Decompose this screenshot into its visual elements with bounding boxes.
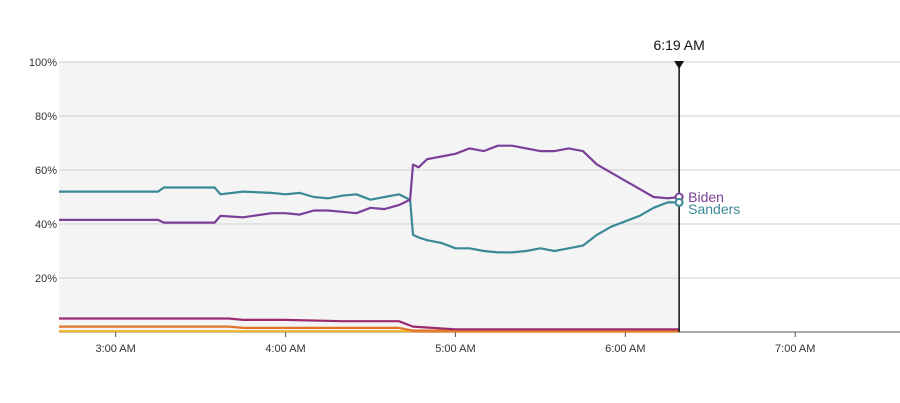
series-line-other — [59, 317, 680, 331]
series-end-marker-sanders — [674, 197, 684, 207]
y-tick-label: 100% — [29, 57, 57, 69]
series-lines — [59, 144, 680, 333]
current-time-triangle-icon — [674, 61, 685, 69]
y-tick-label: 80% — [35, 111, 57, 123]
y-tick-label: 60% — [35, 165, 57, 177]
x-tick-label: 6:00 AM — [605, 343, 645, 355]
x-axis: 3:00 AM 4:00 AM 5:00 AM 6:00 AM 7:00 AM — [59, 331, 900, 355]
series-line-sanders — [59, 186, 680, 254]
x-tick-label: 7:00 AM — [775, 343, 815, 355]
series-end-label-sanders: Sanders — [688, 201, 740, 217]
series-line-other — [59, 325, 680, 332]
past-region-background — [59, 62, 680, 332]
current-time-label: 6:19 AM — [653, 37, 704, 53]
x-tick-label: 3:00 AM — [95, 343, 135, 355]
x-tick-label: 5:00 AM — [435, 343, 475, 355]
y-tick-label: 40% — [35, 219, 57, 231]
gridlines — [59, 61, 900, 279]
y-tick-label: 20% — [35, 273, 57, 285]
x-tick-label: 4:00 AM — [265, 343, 305, 355]
series-line-biden — [59, 144, 680, 224]
y-axis-tick-labels: 20% 40% 60% 80% 100% — [29, 57, 57, 285]
series-end-label-biden: Biden — [688, 189, 724, 205]
